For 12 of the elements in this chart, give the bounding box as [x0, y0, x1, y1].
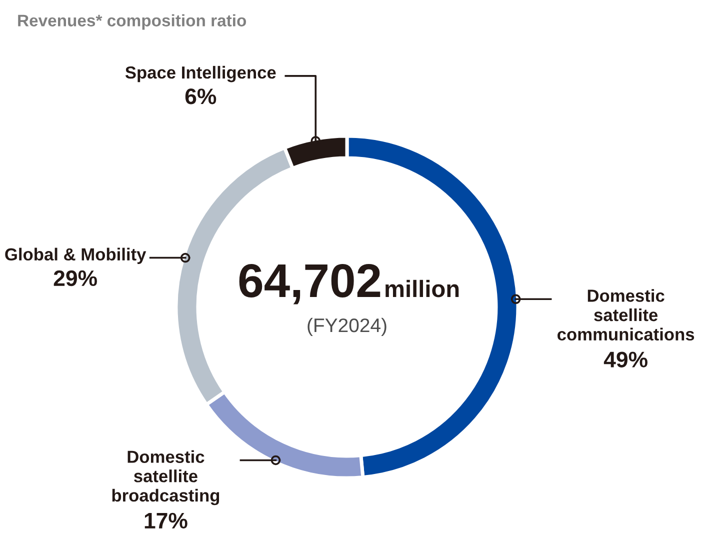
text: 64,702: [239, 264, 380, 304]
chart-title: Revenues* composition ratio: [18, 14, 246, 30]
data-label: 49%: [604, 352, 648, 368]
data-label: 29%: [54, 270, 97, 286]
slice-label: Domestic satellite communications: [558, 289, 694, 341]
slice-label: Global & Mobility: [5, 248, 146, 264]
slice-label: Domestic satellite broadcasting: [112, 450, 220, 506]
text: million: [386, 280, 459, 298]
slice-label: Space Intelligence: [125, 66, 276, 82]
text: (FY2024): [308, 318, 386, 336]
data-label: 6%: [185, 88, 216, 104]
data-label: 17%: [144, 512, 188, 529]
